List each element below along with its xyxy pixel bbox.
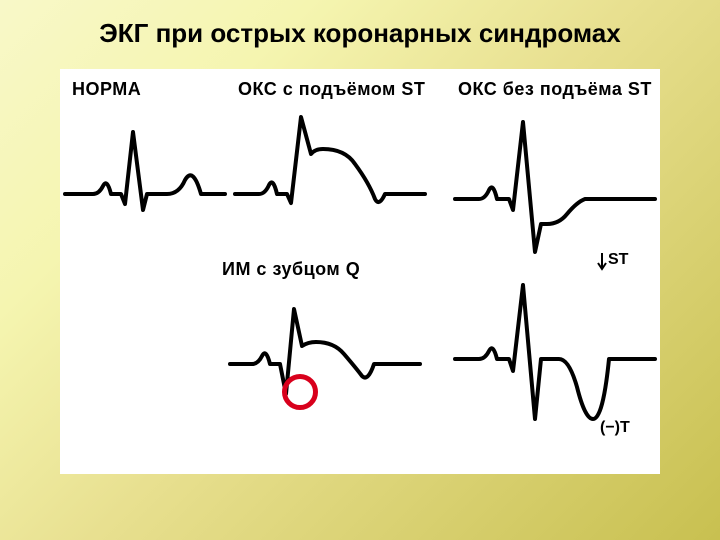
- ecg-panel: НОРМА ОКС с подъёмом ST ОКС без подъёма …: [60, 69, 660, 474]
- q-wave-circle-marker: [282, 374, 318, 410]
- ecg-path: [455, 122, 655, 252]
- ecg-path: [455, 285, 655, 419]
- ecg-trace-q-wave: [230, 294, 420, 414]
- ecg-trace-st-depression: [455, 114, 655, 264]
- ecg-trace-norma: [65, 114, 225, 234]
- label-norma: НОРМА: [72, 79, 141, 100]
- label-q-wave: ИМ с зубцом Q: [222, 259, 360, 280]
- ecg-path: [65, 132, 225, 210]
- label-no-st-elevation: ОКС без подъёма ST: [458, 79, 652, 100]
- label-st-elevation: ОКС с подъёмом ST: [238, 79, 425, 100]
- annot-neg-t: (−)T: [600, 419, 630, 437]
- ecg-trace-st-elevation: [235, 109, 425, 239]
- page-title: ЭКГ при острых коронарных синдромах: [0, 0, 720, 57]
- ecg-path: [235, 117, 425, 203]
- ecg-path: [230, 309, 420, 394]
- annot-st-down: ST: [608, 251, 628, 269]
- st-down-arrow: [595, 251, 609, 271]
